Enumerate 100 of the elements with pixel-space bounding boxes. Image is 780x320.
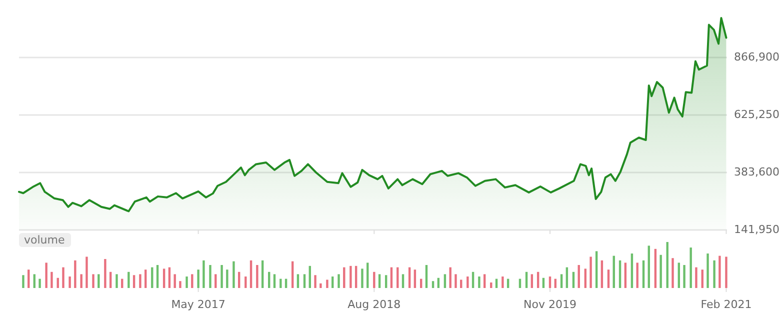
bar	[56, 278, 59, 288]
bar	[600, 260, 604, 288]
bar	[156, 265, 159, 288]
bar	[366, 262, 369, 288]
bar	[690, 248, 692, 288]
x-tick-label: Nov 2019	[524, 298, 576, 312]
bar	[139, 274, 142, 288]
bar	[179, 281, 182, 288]
bar	[220, 265, 223, 288]
bar	[128, 272, 130, 288]
bar	[472, 272, 474, 288]
bar	[244, 276, 247, 288]
bar	[308, 266, 311, 288]
bar	[396, 267, 399, 288]
bar	[378, 274, 381, 288]
bar	[648, 246, 650, 288]
bar	[548, 276, 552, 288]
bar	[414, 270, 416, 288]
bar	[460, 280, 462, 288]
bar	[209, 265, 212, 288]
bar	[701, 270, 704, 288]
bar	[536, 272, 540, 288]
bar	[151, 267, 154, 288]
bar	[74, 260, 76, 288]
bar	[454, 274, 457, 288]
bar	[566, 267, 568, 288]
bar	[678, 262, 680, 288]
bar	[390, 267, 393, 288]
x-tick-label: Feb 2021	[700, 298, 752, 312]
bar	[326, 280, 328, 288]
bar	[466, 276, 469, 288]
bar	[560, 274, 563, 288]
bar	[706, 254, 709, 288]
bar	[214, 274, 217, 288]
bar	[425, 265, 428, 288]
bar	[612, 256, 615, 288]
bar	[624, 262, 627, 288]
bar	[268, 272, 270, 288]
bar	[144, 270, 147, 288]
bar	[92, 274, 94, 288]
bar	[332, 276, 334, 288]
bar	[202, 260, 205, 288]
bar	[80, 274, 82, 288]
bar	[713, 260, 716, 288]
bar	[291, 261, 294, 288]
bar	[607, 270, 610, 288]
bar	[361, 268, 364, 288]
y-tick-label: 866,900	[734, 50, 780, 64]
chart-title: volume	[24, 234, 65, 247]
bar	[642, 260, 645, 288]
bar	[672, 258, 674, 288]
bar	[197, 270, 200, 288]
bar	[725, 256, 728, 288]
bar	[683, 265, 686, 288]
bar	[186, 276, 188, 288]
bar	[695, 267, 698, 288]
bar	[542, 278, 545, 288]
y-tick-label: 141,950	[734, 223, 780, 236]
bar	[384, 275, 388, 288]
bar	[590, 256, 592, 288]
bar	[261, 260, 264, 288]
bar	[33, 274, 36, 288]
bar	[572, 272, 575, 288]
bar	[86, 256, 88, 288]
bar	[343, 267, 346, 288]
bar	[402, 274, 404, 288]
x-tick-label: May 2017	[171, 298, 226, 312]
bar	[314, 275, 316, 288]
bar	[162, 268, 166, 288]
bar	[530, 274, 534, 288]
bar	[437, 278, 440, 288]
bar	[238, 272, 240, 288]
y-tick-label: 383,600	[734, 166, 780, 179]
bar	[22, 275, 24, 288]
bar	[174, 274, 176, 288]
bar	[232, 261, 235, 288]
bar	[444, 274, 446, 288]
bar	[256, 265, 258, 288]
bar	[408, 267, 411, 288]
bar	[654, 248, 657, 288]
bar	[280, 278, 282, 288]
bar	[168, 267, 171, 288]
bar	[62, 267, 64, 288]
bar	[45, 262, 48, 288]
bar	[296, 274, 300, 288]
bar	[116, 274, 118, 288]
bar	[320, 283, 322, 288]
bar	[132, 275, 136, 288]
bar	[595, 251, 598, 288]
bar	[578, 265, 580, 288]
bar	[98, 274, 100, 288]
bar	[68, 276, 71, 288]
bar	[250, 260, 252, 288]
bar	[525, 272, 528, 288]
bar	[449, 267, 452, 288]
x-tick-label: Aug 2018	[348, 298, 401, 312]
bar	[584, 268, 586, 288]
y-tick-label: 625,250	[734, 108, 780, 122]
bar	[303, 274, 306, 288]
bar	[350, 266, 352, 288]
